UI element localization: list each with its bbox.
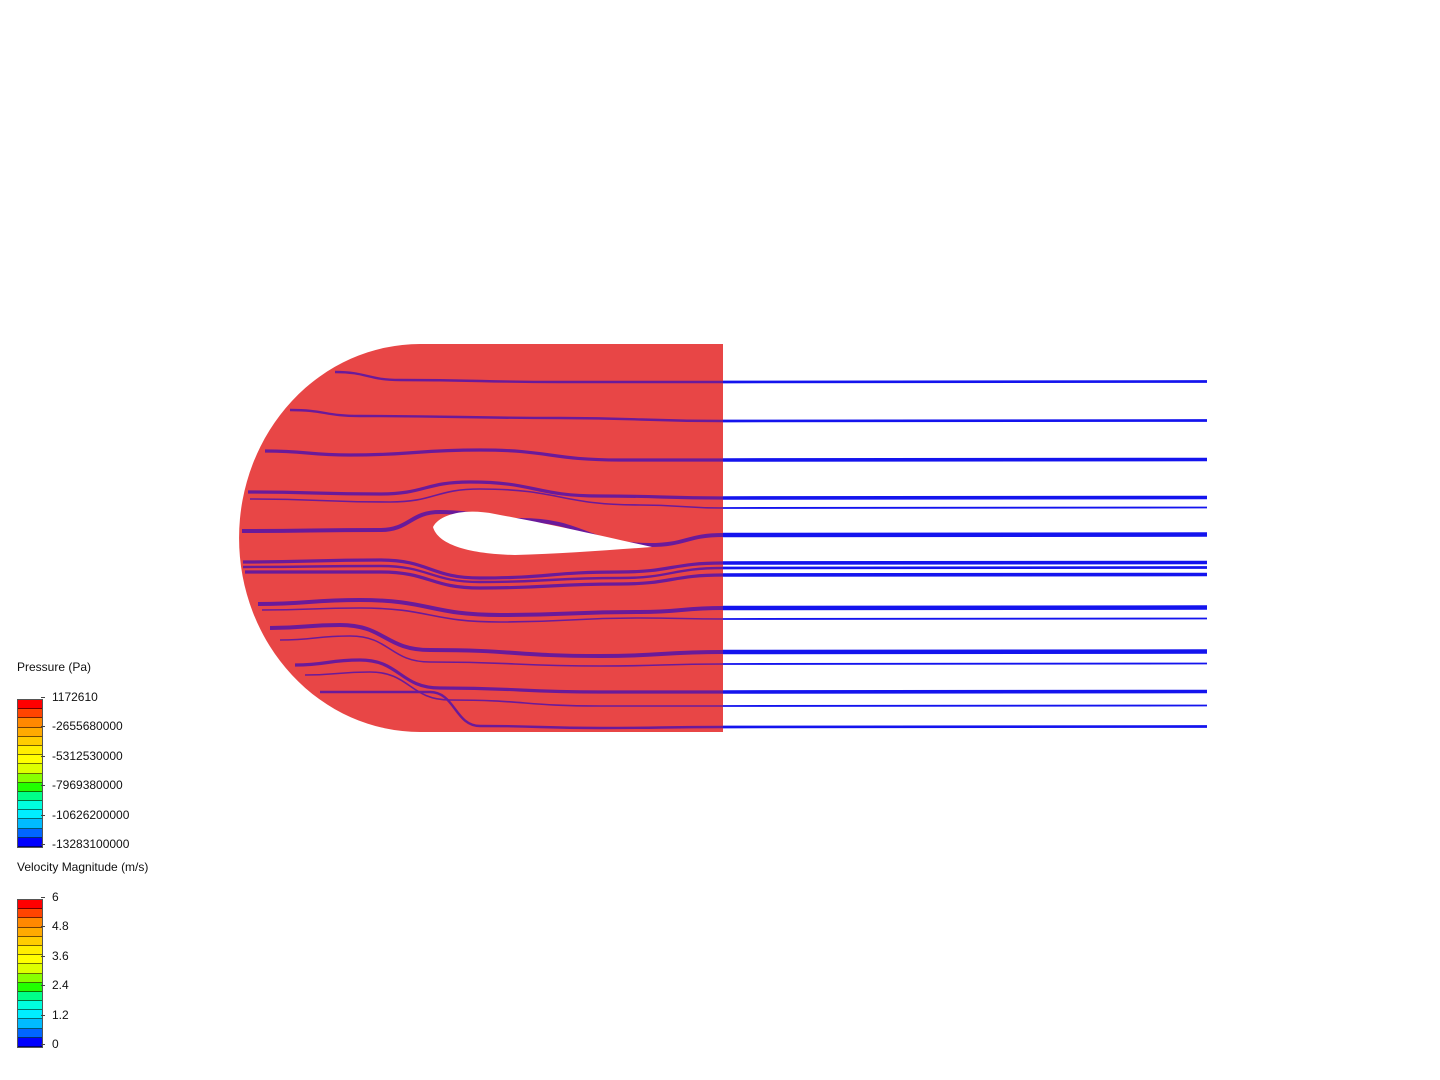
- streamline-inside: [264, 448, 723, 462]
- color-band: [18, 718, 42, 728]
- color-band: [18, 936, 42, 946]
- color-band: [18, 828, 42, 838]
- color-band: [18, 1010, 42, 1020]
- color-band: [18, 955, 42, 965]
- tick-text: 4.8: [52, 919, 69, 934]
- tick-text: 0: [52, 1037, 59, 1051]
- streamline-outside: [722, 566, 1208, 570]
- legend-tick-label: 2.4: [41, 978, 69, 993]
- color-band: [18, 810, 42, 820]
- color-band: [18, 837, 42, 847]
- color-band: [18, 1037, 42, 1047]
- tick-text: 2.4: [52, 978, 69, 993]
- color-band: [18, 964, 42, 974]
- streamline-inside: [261, 607, 724, 623]
- color-band: [18, 973, 42, 983]
- legend-title: Pressure (Pa): [17, 660, 92, 674]
- streamline-outside: [722, 704, 1208, 707]
- streamline-outside: [722, 560, 1208, 565]
- color-band: [18, 764, 42, 774]
- streamline-outside: [722, 532, 1208, 538]
- color-band: [18, 909, 42, 919]
- color-band: [18, 736, 42, 746]
- tick-text: 6: [52, 890, 59, 904]
- legend-tick-label: 6: [41, 890, 59, 904]
- streamline-outside: [722, 605, 1208, 611]
- legend-tick-label: -10626200000: [40, 807, 130, 822]
- streamline-outside: [722, 495, 1208, 500]
- color-band: [18, 755, 42, 765]
- legend-tick-label: -13283100000: [40, 837, 130, 851]
- streamline-outside: [722, 419, 1208, 423]
- tick-text: 1172610: [52, 690, 98, 704]
- streamline-outside: [722, 506, 1208, 509]
- streamline-inside: [289, 408, 724, 423]
- legend-tick-label: -5312530000: [41, 748, 123, 763]
- tick-text: -5312530000: [52, 748, 123, 763]
- color-bar: [17, 899, 43, 1048]
- streamline-inside: [247, 480, 724, 500]
- color-band: [18, 745, 42, 756]
- streamline-inside: [294, 658, 723, 694]
- color-band: [18, 1028, 42, 1038]
- color-band: [18, 1019, 42, 1029]
- tick-text: 1.2: [52, 1007, 69, 1022]
- tick-text: -7969380000: [52, 778, 123, 793]
- tick-text: -2655680000: [52, 719, 123, 734]
- legend-tick-label: 3.6: [41, 948, 69, 963]
- tick-text: 3.6: [52, 948, 69, 963]
- color-band: [18, 700, 42, 710]
- legend-tick-label: 1172610: [41, 690, 98, 704]
- streamline-outside: [722, 617, 1208, 620]
- streamline-outside: [722, 649, 1208, 655]
- legend-tick-label: 0: [41, 1037, 59, 1051]
- streamline-outside: [722, 725, 1208, 729]
- color-band: [18, 727, 42, 737]
- streamline-inside: [257, 597, 724, 618]
- streamline-outside: [722, 572, 1208, 577]
- airfoil: [433, 511, 652, 555]
- tick-text: -13283100000: [52, 837, 130, 851]
- color-band: [18, 918, 42, 928]
- legend-tick-label: -7969380000: [41, 778, 123, 793]
- streamline-inside: [320, 690, 724, 730]
- streamline-outside: [722, 689, 1208, 694]
- streamline-inside: [304, 671, 723, 707]
- color-band: [18, 819, 42, 829]
- streamlines: [241, 370, 1208, 730]
- streamline-inside: [279, 635, 724, 667]
- streamline-inside: [269, 622, 724, 659]
- legend-tick-label: 1.2: [41, 1007, 69, 1022]
- color-band: [18, 982, 42, 992]
- color-band: [18, 791, 42, 802]
- streamline-inside: [242, 564, 724, 584]
- streamline-outside: [722, 380, 1208, 384]
- color-band: [18, 773, 42, 783]
- streamline-inside: [334, 370, 723, 384]
- streamline-inside: [244, 570, 724, 590]
- streamline-outside: [722, 457, 1208, 462]
- streamline-inside: [242, 558, 724, 580]
- streamline-outside: [722, 662, 1208, 665]
- color-bar: [17, 699, 43, 848]
- streamline-inside: [249, 488, 724, 509]
- color-band: [18, 927, 42, 937]
- color-band: [18, 709, 42, 719]
- color-band: [18, 991, 42, 1002]
- legend-tick-label: -2655680000: [41, 719, 123, 734]
- tick-text: -10626200000: [52, 807, 130, 822]
- legend-title: Velocity Magnitude (m/s): [17, 860, 149, 874]
- color-band: [18, 900, 42, 910]
- color-band: [18, 801, 42, 811]
- color-band: [18, 1001, 42, 1011]
- color-band: [18, 782, 42, 792]
- legend-tick-label: 4.8: [41, 919, 69, 934]
- color-band: [18, 945, 42, 956]
